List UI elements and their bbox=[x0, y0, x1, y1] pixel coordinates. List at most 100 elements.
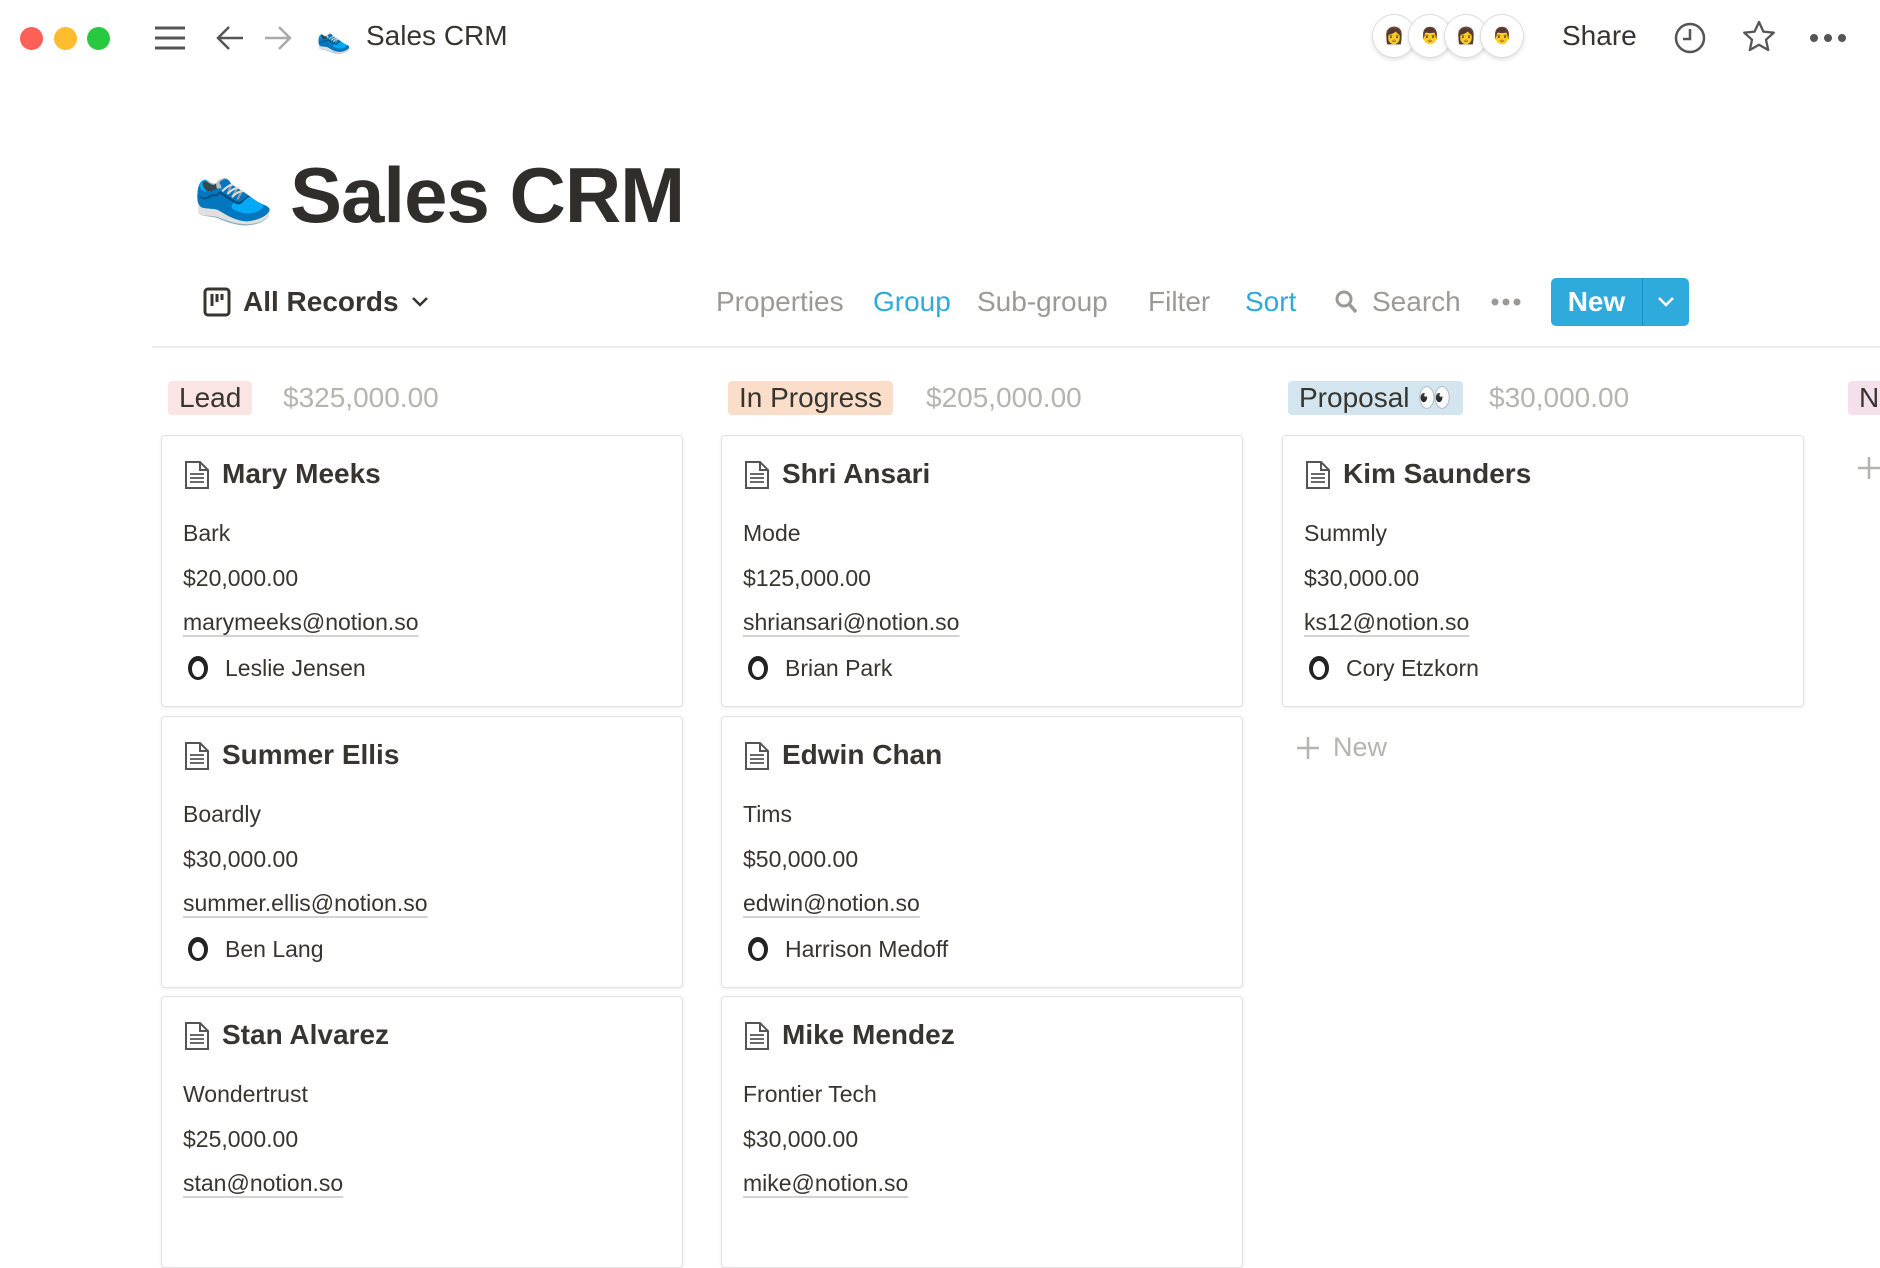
menu-icon[interactable] bbox=[153, 22, 187, 54]
new-button-group[interactable]: New bbox=[1551, 278, 1689, 326]
board-card[interactable]: Mary Meeks Bark $20,000.00 marymeeks@notion… bbox=[161, 435, 683, 707]
new-button[interactable]: New bbox=[1551, 278, 1643, 326]
card-company: Bark bbox=[183, 520, 231, 546]
card-title: Shri Ansari bbox=[782, 458, 931, 489]
sneaker-icon[interactable]: 👟 bbox=[192, 152, 276, 226]
card-title: Edwin Chan bbox=[782, 739, 943, 770]
board-card[interactable]: Shri Ansari Mode $125,000.00 shriansari@not… bbox=[721, 435, 1243, 707]
plus-icon bbox=[1297, 736, 1319, 759]
card-amount: $20,000.00 bbox=[183, 565, 299, 591]
card-company: Summly bbox=[1304, 520, 1388, 546]
card-title: Stan Alvarez bbox=[222, 1019, 390, 1050]
document-icon bbox=[745, 742, 769, 770]
document-icon-wrap bbox=[744, 741, 770, 776]
document-icon-wrap bbox=[744, 1021, 770, 1056]
person-avatar-icon bbox=[188, 937, 208, 961]
properties-button[interactable]: Properties bbox=[716, 286, 844, 317]
board-card[interactable]: Mike Mendez Frontier Tech $30,000.00 mike@n… bbox=[721, 996, 1243, 1268]
group-sum: $205,000.00 bbox=[926, 382, 1082, 413]
group-tag[interactable]: Lead bbox=[168, 381, 253, 415]
card-owner: Harrison Medoff bbox=[743, 934, 948, 964]
card-owner: Leslie Jensen bbox=[183, 653, 366, 683]
document-icon bbox=[185, 1022, 209, 1050]
board-card[interactable]: Summer Ellis Boardly $30,000.00 summer.elli… bbox=[161, 716, 683, 988]
card-amount: $30,000.00 bbox=[1304, 565, 1420, 591]
document-icon-wrap bbox=[1305, 460, 1331, 495]
card-title: Summer Ellis bbox=[222, 739, 400, 770]
group-tag[interactable]: In Progress bbox=[728, 381, 894, 415]
collaborator-avatars[interactable]: 👩 👨 👩 👨 bbox=[1372, 14, 1524, 58]
star-icon[interactable] bbox=[1740, 18, 1778, 56]
card-company: Tims bbox=[743, 801, 792, 827]
person-avatar-icon bbox=[188, 656, 208, 680]
document-icon bbox=[745, 461, 769, 489]
search-label: Search bbox=[1372, 286, 1461, 317]
document-icon bbox=[185, 742, 209, 770]
person-avatar-icon bbox=[748, 937, 768, 961]
document-icon bbox=[745, 1022, 769, 1050]
card-company: Mode bbox=[743, 520, 801, 546]
new-dropdown-button[interactable] bbox=[1643, 278, 1689, 326]
card-email[interactable]: summer.ellis@notion.so bbox=[183, 890, 428, 916]
filter-button[interactable]: Filter bbox=[1148, 286, 1211, 317]
clock-icon[interactable] bbox=[1672, 20, 1708, 56]
search-icon bbox=[1335, 290, 1358, 314]
sneaker-icon: 👟 bbox=[316, 22, 352, 54]
add-group-plus-icon[interactable] bbox=[1856, 455, 1880, 481]
card-email[interactable]: mike@notion.so bbox=[743, 1170, 909, 1196]
avatar[interactable]: 👨 bbox=[1480, 14, 1524, 58]
card-amount: $50,000.00 bbox=[743, 846, 859, 872]
close-window-button[interactable] bbox=[20, 27, 43, 50]
card-owner: Cory Etzkorn bbox=[1304, 653, 1479, 683]
owner-name: Ben Lang bbox=[225, 935, 324, 962]
group-tag[interactable]: Proposal 👀 bbox=[1288, 381, 1464, 415]
avatar[interactable]: 👩 bbox=[1444, 14, 1488, 58]
card-owner: Ben Lang bbox=[183, 934, 323, 964]
view-name: All Records bbox=[243, 286, 399, 317]
owner-name: Brian Park bbox=[785, 654, 893, 681]
board-card[interactable]: Kim Saunders Summly $30,000.00 ks12@notion.… bbox=[1282, 435, 1804, 707]
document-icon-wrap bbox=[184, 1021, 210, 1056]
view-selector[interactable]: All Records bbox=[203, 286, 429, 318]
board-card[interactable]: Edwin Chan Tims $50,000.00 edwin@notion.so H… bbox=[721, 716, 1243, 988]
share-button[interactable]: Share bbox=[1562, 20, 1637, 51]
add-new-card-button[interactable]: New bbox=[1295, 732, 1387, 763]
card-owner: Brian Park bbox=[743, 653, 892, 683]
person-avatar-icon bbox=[748, 656, 768, 680]
card-title: Mike Mendez bbox=[782, 1019, 955, 1050]
document-icon-wrap bbox=[184, 741, 210, 776]
card-amount: $30,000.00 bbox=[743, 1126, 859, 1152]
card-email[interactable]: shriansari@notion.so bbox=[743, 609, 960, 635]
owner-name: Cory Etzkorn bbox=[1346, 654, 1479, 681]
chevron-down-icon bbox=[1658, 297, 1674, 307]
sort-button[interactable]: Sort bbox=[1245, 286, 1297, 317]
divider bbox=[152, 346, 1880, 348]
minimize-window-button[interactable] bbox=[54, 27, 77, 50]
board-icon bbox=[203, 287, 231, 317]
document-icon-wrap bbox=[184, 460, 210, 495]
group-tag[interactable]: N bbox=[1848, 381, 1880, 415]
owner-name: Leslie Jensen bbox=[225, 654, 366, 681]
back-arrow-icon[interactable] bbox=[214, 22, 246, 54]
group-sum: $30,000.00 bbox=[1489, 382, 1630, 413]
search-button[interactable]: Search bbox=[1334, 286, 1461, 318]
card-company: Frontier Tech bbox=[743, 1081, 877, 1107]
card-email[interactable]: edwin@notion.so bbox=[743, 890, 920, 916]
more-icon[interactable] bbox=[1808, 22, 1848, 54]
board-card[interactable]: Stan Alvarez Wondertrust $25,000.00 stan@no… bbox=[161, 996, 683, 1268]
forward-arrow-icon[interactable] bbox=[262, 22, 294, 54]
subgroup-button[interactable]: Sub-group bbox=[977, 286, 1108, 317]
zoom-window-button[interactable] bbox=[87, 27, 110, 50]
owner-name: Harrison Medoff bbox=[785, 935, 949, 962]
card-title: Mary Meeks bbox=[222, 458, 381, 489]
card-email[interactable]: marymeeks@notion.so bbox=[183, 609, 419, 635]
card-amount: $30,000.00 bbox=[183, 846, 299, 872]
window-title: Sales CRM bbox=[366, 20, 508, 51]
group-button[interactable]: Group bbox=[873, 286, 951, 317]
card-email[interactable]: ks12@notion.so bbox=[1304, 609, 1470, 635]
document-icon-wrap bbox=[744, 460, 770, 495]
page-title: Sales CRM bbox=[290, 151, 685, 239]
more-options-icon[interactable] bbox=[1490, 292, 1522, 312]
card-email[interactable]: stan@notion.so bbox=[183, 1170, 344, 1196]
card-amount: $25,000.00 bbox=[183, 1126, 299, 1152]
